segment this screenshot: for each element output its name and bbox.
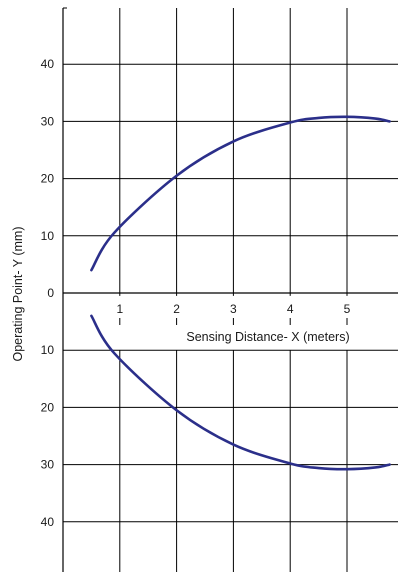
y-tick-label: 0 bbox=[47, 286, 54, 300]
y-tick-label: 40 bbox=[41, 57, 55, 71]
x-tick-label: 1 bbox=[116, 302, 123, 316]
x-tick-label: 4 bbox=[287, 302, 294, 316]
y-axis-label: Operating Point- Y (mm) bbox=[11, 226, 25, 361]
y-tick-label: 30 bbox=[41, 458, 55, 472]
axes: 40 30 20 10 0 10 20 30 40 1 2 3 4 5 bbox=[41, 7, 351, 572]
y-tick-label: 30 bbox=[41, 114, 55, 128]
x-tick-label: 5 bbox=[344, 302, 351, 316]
y-tick-label: 10 bbox=[41, 343, 55, 357]
y-tick-label: 20 bbox=[41, 400, 55, 414]
x-tick-label: 3 bbox=[230, 302, 237, 316]
grid bbox=[63, 8, 398, 572]
x-axis-label: Sensing Distance- X (meters) bbox=[186, 330, 349, 344]
y-tick-label: 40 bbox=[41, 515, 55, 529]
labels: Operating Point- Y (mm) Sensing Distance… bbox=[11, 226, 350, 361]
y-tick-label: 20 bbox=[41, 172, 55, 186]
series-line-lower bbox=[90, 314, 391, 471]
series-line-upper bbox=[90, 115, 391, 272]
y-tick-label: 10 bbox=[41, 229, 55, 243]
x-tick-label: 2 bbox=[173, 302, 180, 316]
series-layer bbox=[90, 115, 391, 471]
